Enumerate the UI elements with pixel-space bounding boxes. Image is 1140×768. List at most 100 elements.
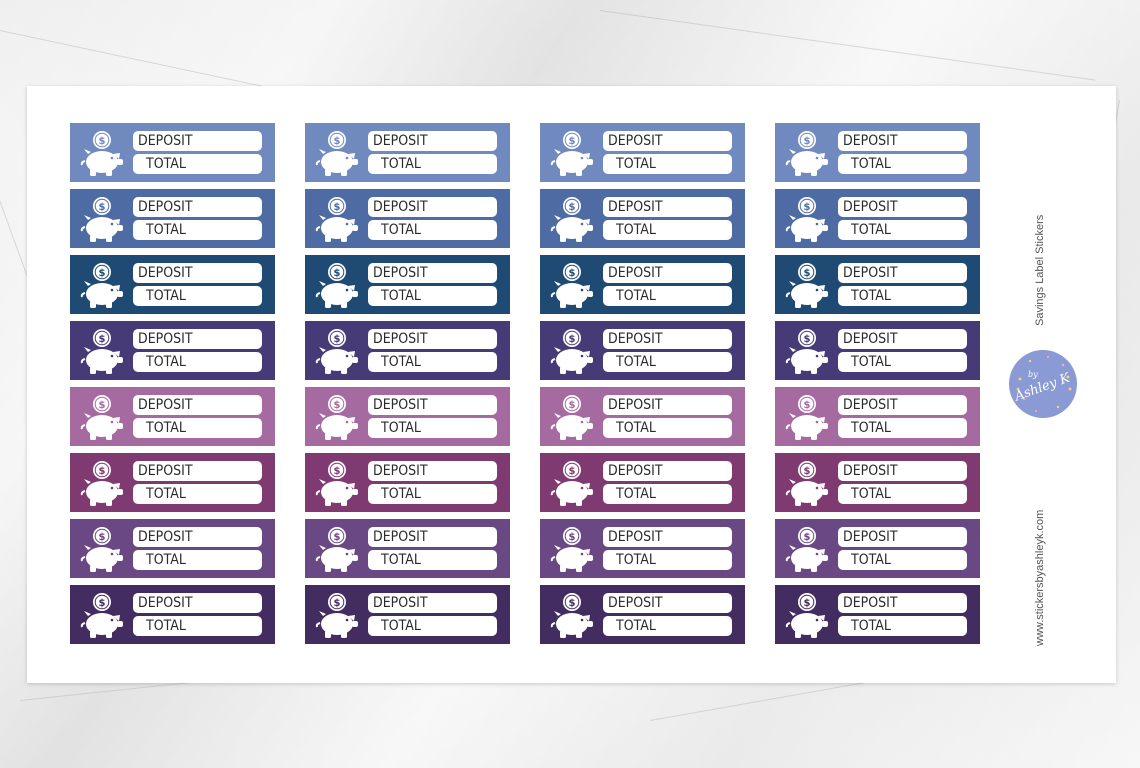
piggy-bank-icon: $ — [550, 461, 593, 506]
svg-text:$: $ — [804, 202, 811, 213]
piggy-bank-icon: $ — [315, 527, 358, 572]
svg-text:$: $ — [804, 136, 811, 147]
savings-sticker: $ DEPOSIT TOTAL — [540, 585, 745, 644]
piggy-bank-icon: $ — [785, 131, 828, 176]
svg-text:$: $ — [804, 532, 811, 543]
deposit-field: DEPOSIT — [368, 263, 497, 283]
total-field: TOTAL — [133, 484, 262, 504]
svg-text:$: $ — [334, 532, 341, 543]
deposit-field: DEPOSIT — [133, 263, 262, 283]
deposit-field: DEPOSIT — [838, 263, 967, 283]
deposit-field: DEPOSIT — [603, 329, 732, 349]
savings-sticker: $ DEPOSIT TOTAL — [775, 255, 980, 314]
svg-text:$: $ — [99, 598, 106, 609]
total-field: TOTAL — [368, 286, 497, 306]
total-field: TOTAL — [133, 418, 262, 438]
deposit-field: DEPOSIT — [838, 461, 967, 481]
deposit-field: DEPOSIT — [368, 527, 497, 547]
deposit-field: DEPOSIT — [603, 461, 732, 481]
piggy-bank-icon: $ — [550, 329, 593, 374]
total-field: TOTAL — [603, 484, 732, 504]
deposit-field: DEPOSIT — [838, 593, 967, 613]
piggy-bank-icon: $ — [80, 593, 123, 638]
piggy-bank-icon: $ — [550, 131, 593, 176]
piggy-bank-icon: $ — [550, 593, 593, 638]
svg-text:$: $ — [99, 268, 106, 279]
total-field: TOTAL — [838, 616, 967, 636]
sheet-url: www.stickersbyashleyk.com — [1034, 509, 1046, 646]
svg-text:$: $ — [569, 598, 576, 609]
deposit-field: DEPOSIT — [603, 395, 732, 415]
total-field: TOTAL — [838, 154, 967, 174]
logo-prefix: by — [1028, 370, 1038, 379]
svg-text:$: $ — [334, 334, 341, 345]
savings-sticker: $ DEPOSIT TOTAL — [70, 255, 275, 314]
svg-text:$: $ — [334, 400, 341, 411]
deposit-field: DEPOSIT — [838, 395, 967, 415]
total-field: TOTAL — [838, 286, 967, 306]
total-field: TOTAL — [838, 484, 967, 504]
deposit-field: DEPOSIT — [603, 527, 732, 547]
svg-text:$: $ — [334, 136, 341, 147]
deposit-field: DEPOSIT — [603, 593, 732, 613]
savings-sticker: $ DEPOSIT TOTAL — [775, 321, 980, 380]
savings-sticker: $ DEPOSIT TOTAL — [70, 585, 275, 644]
savings-sticker: $ DEPOSIT TOTAL — [70, 123, 275, 182]
piggy-bank-icon: $ — [785, 329, 828, 374]
savings-sticker: $ DEPOSIT TOTAL — [540, 519, 745, 578]
svg-text:$: $ — [334, 598, 341, 609]
savings-sticker: $ DEPOSIT TOTAL — [305, 321, 510, 380]
savings-sticker: $ DEPOSIT TOTAL — [775, 123, 980, 182]
total-field: TOTAL — [133, 220, 262, 240]
deposit-field: DEPOSIT — [133, 395, 262, 415]
deposit-field: DEPOSIT — [133, 593, 262, 613]
total-field: TOTAL — [368, 484, 497, 504]
piggy-bank-icon: $ — [785, 263, 828, 308]
piggy-bank-icon: $ — [315, 131, 358, 176]
piggy-bank-icon: $ — [80, 329, 123, 374]
savings-sticker: $ DEPOSIT TOTAL — [540, 453, 745, 512]
total-field: TOTAL — [838, 418, 967, 438]
savings-sticker: $ DEPOSIT TOTAL — [70, 387, 275, 446]
deposit-field: DEPOSIT — [368, 395, 497, 415]
svg-text:$: $ — [99, 334, 106, 345]
total-field: TOTAL — [133, 550, 262, 570]
savings-sticker: $ DEPOSIT TOTAL — [540, 321, 745, 380]
piggy-bank-icon: $ — [550, 395, 593, 440]
svg-text:$: $ — [99, 400, 106, 411]
piggy-bank-icon: $ — [80, 395, 123, 440]
piggy-bank-icon: $ — [785, 197, 828, 242]
savings-sticker: $ DEPOSIT TOTAL — [70, 453, 275, 512]
svg-text:$: $ — [99, 202, 106, 213]
deposit-field: DEPOSIT — [838, 197, 967, 217]
piggy-bank-icon: $ — [785, 461, 828, 506]
piggy-bank-icon: $ — [80, 461, 123, 506]
piggy-bank-icon: $ — [80, 197, 123, 242]
total-field: TOTAL — [368, 154, 497, 174]
total-field: TOTAL — [603, 154, 732, 174]
piggy-bank-icon: $ — [80, 131, 123, 176]
svg-text:$: $ — [334, 466, 341, 477]
savings-sticker: $ DEPOSIT TOTAL — [775, 453, 980, 512]
total-field: TOTAL — [368, 220, 497, 240]
piggy-bank-icon: $ — [80, 527, 123, 572]
savings-sticker: $ DEPOSIT TOTAL — [540, 387, 745, 446]
savings-sticker: $ DEPOSIT TOTAL — [540, 255, 745, 314]
deposit-field: DEPOSIT — [603, 131, 732, 151]
svg-text:$: $ — [334, 202, 341, 213]
total-field: TOTAL — [368, 352, 497, 372]
deposit-field: DEPOSIT — [133, 527, 262, 547]
deposit-field: DEPOSIT — [368, 329, 497, 349]
svg-text:$: $ — [804, 400, 811, 411]
total-field: TOTAL — [838, 352, 967, 372]
total-field: TOTAL — [133, 286, 262, 306]
piggy-bank-icon: $ — [785, 593, 828, 638]
svg-text:$: $ — [804, 334, 811, 345]
piggy-bank-icon: $ — [550, 197, 593, 242]
total-field: TOTAL — [368, 616, 497, 636]
svg-text:$: $ — [569, 532, 576, 543]
deposit-field: DEPOSIT — [368, 461, 497, 481]
brand-logo: by Ashley K — [1009, 350, 1077, 418]
piggy-bank-icon: $ — [315, 329, 358, 374]
piggy-bank-icon: $ — [550, 527, 593, 572]
